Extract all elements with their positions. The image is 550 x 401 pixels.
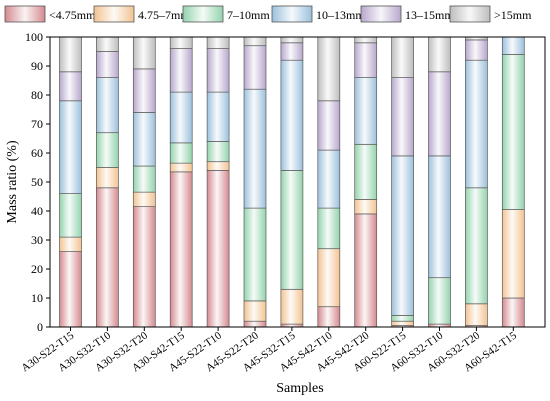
bar-segment [96,77,119,134]
bar-segment [132,165,156,193]
bar-segment [280,36,304,44]
bar-segment [501,209,525,299]
y-tick-label: 60 [31,146,43,160]
y-tick-label: 100 [25,30,43,44]
bar-segment [354,42,378,78]
y-tick-label: 30 [31,233,43,247]
bar-segment [132,206,156,328]
legend-label: 10–13mm [316,8,365,22]
bar-segment [428,155,451,279]
bar-segment [317,100,341,151]
bar-segment [317,207,341,250]
bar-segment [354,199,378,215]
bar-segment [354,143,378,200]
bar-segment [317,248,341,308]
bar-segment [169,36,193,49]
bar-segment [243,320,267,328]
bar-segment [501,54,525,210]
bar-segment [59,71,82,102]
bar-segment [96,36,119,52]
bar-segment [132,112,156,167]
bar-segment [59,100,82,194]
bar-segment [465,187,488,305]
x-axis-label: Samples [276,381,323,396]
bar-segment [96,167,119,189]
legend-label: 7–10mm [227,8,270,22]
bar-segment [169,142,193,164]
bar-segment [280,42,304,61]
bar-segment [280,59,304,171]
bar-segment [391,155,414,316]
bar-segment [59,36,82,73]
y-axis-label: Mass ratio (%) [5,140,20,224]
bar-segment [96,132,119,168]
bar-segment [501,36,525,55]
bar-segment [59,193,82,238]
bar-segment [317,306,341,328]
bar-segment [354,213,378,328]
legend-label: 4.75–7mm [138,8,190,22]
bar-segment [391,77,414,157]
legend-swatch [360,5,402,23]
bar-segment [354,36,378,44]
bar-segment [169,48,193,93]
legend-swatch [182,5,224,23]
bar-segment [132,191,156,207]
y-tick-label: 70 [31,117,43,131]
bar-segment [501,297,525,328]
bar-segment [169,171,193,328]
y-tick-label: 0 [37,320,43,334]
legend: <4.75mm 4.75–7mm 7–10mm 10–13mm 13–15mm >15mm [4,5,532,23]
bar-segment [169,91,193,144]
legend-label: 13–15mm [405,8,454,22]
legend-label: <4.75mm [49,8,96,22]
y-tick-label: 90 [31,59,43,73]
y-tick-label: 40 [31,204,43,218]
bar-segment [354,77,378,145]
bar-segment [96,187,119,328]
legend-swatch [271,5,313,23]
bar-segment [465,59,488,189]
bar-segment [317,36,341,102]
y-tick-label: 50 [31,175,43,189]
bar-segment [96,51,119,78]
legend-swatch [4,5,46,23]
bar-segment [206,170,230,328]
bar-segment [465,303,488,326]
bar-segment [391,320,414,326]
bar-segment [280,170,304,290]
bar-segment [280,288,304,325]
y-tick-label: 10 [31,291,43,305]
bar-segment [243,300,267,322]
bar-segment [391,315,414,322]
y-tick-label: 20 [31,262,43,276]
bar-segment [465,39,488,61]
legend-swatch [93,5,135,23]
bar-segment [59,236,82,252]
bar-segment [317,149,341,209]
bar-segment [59,251,82,328]
legend-swatch [449,5,491,23]
bar-segment [169,162,193,173]
bar-segment [243,45,267,90]
bar-segment [206,91,230,142]
bar-segment [391,36,414,78]
bar-segment [132,36,156,70]
bar-segment [428,277,451,325]
bar-segment [428,71,451,157]
bar-segment [206,161,230,171]
bar-segment [243,36,267,47]
bar-segment [206,48,230,93]
bar-segment [206,141,230,163]
bar-segment [206,36,230,49]
bars [59,36,525,328]
y-tick-label: 80 [31,88,43,102]
bar-segment [428,36,451,73]
bar-segment [132,68,156,113]
bar-segment [243,207,267,302]
legend-label: >15mm [494,8,532,22]
bar-segment [243,88,267,209]
